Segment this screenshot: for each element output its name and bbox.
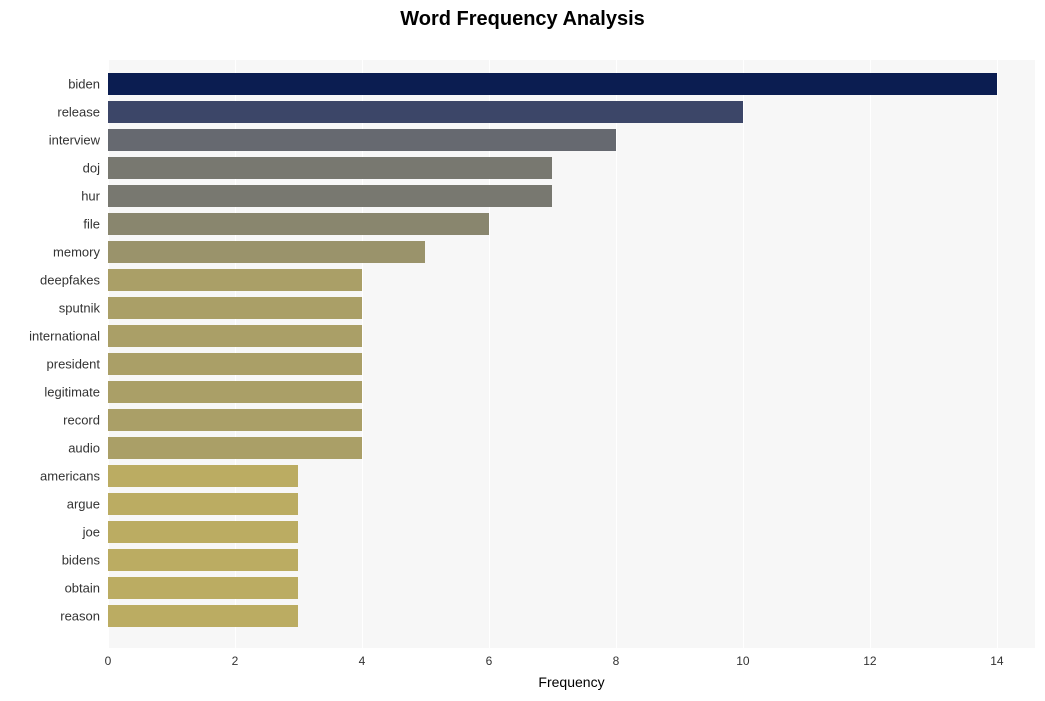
y-tick: international bbox=[0, 329, 100, 344]
chart-title: Word Frequency Analysis bbox=[0, 8, 1045, 31]
x-axis-label: Frequency bbox=[538, 674, 604, 690]
y-tick: obtain bbox=[0, 581, 100, 596]
y-tick: joe bbox=[0, 525, 100, 540]
bar bbox=[108, 185, 552, 207]
x-tick: 12 bbox=[863, 654, 876, 668]
y-tick: interview bbox=[0, 133, 100, 148]
plot-area bbox=[108, 60, 1035, 648]
bar bbox=[108, 129, 616, 151]
y-tick: doj bbox=[0, 161, 100, 176]
word-frequency-chart: Word Frequency Analysis Frequency 0 2 4 6 8 1… bbox=[0, 0, 1045, 701]
y-tick: legitimate bbox=[0, 385, 100, 400]
bar bbox=[108, 493, 298, 515]
y-tick: president bbox=[0, 357, 100, 372]
x-tick: 14 bbox=[990, 654, 1003, 668]
bar bbox=[108, 437, 362, 459]
y-tick: hur bbox=[0, 189, 100, 204]
bar bbox=[108, 521, 298, 543]
y-tick: memory bbox=[0, 245, 100, 260]
gridline bbox=[870, 60, 871, 648]
y-tick: deepfakes bbox=[0, 273, 100, 288]
bar bbox=[108, 465, 298, 487]
y-tick: reason bbox=[0, 609, 100, 624]
bar bbox=[108, 409, 362, 431]
x-tick: 6 bbox=[486, 654, 493, 668]
bar bbox=[108, 549, 298, 571]
bar bbox=[108, 241, 425, 263]
bar bbox=[108, 325, 362, 347]
y-tick: sputnik bbox=[0, 301, 100, 316]
gridline bbox=[997, 60, 998, 648]
y-tick: argue bbox=[0, 497, 100, 512]
bar bbox=[108, 605, 298, 627]
bar bbox=[108, 213, 489, 235]
gridline bbox=[616, 60, 617, 648]
y-tick: file bbox=[0, 217, 100, 232]
y-tick: audio bbox=[0, 441, 100, 456]
bar bbox=[108, 353, 362, 375]
x-tick: 2 bbox=[232, 654, 239, 668]
bar bbox=[108, 157, 552, 179]
y-tick: record bbox=[0, 413, 100, 428]
x-tick: 0 bbox=[105, 654, 112, 668]
bar bbox=[108, 73, 997, 95]
bar bbox=[108, 381, 362, 403]
x-tick: 10 bbox=[736, 654, 749, 668]
y-tick: bidens bbox=[0, 553, 100, 568]
bar bbox=[108, 297, 362, 319]
bar bbox=[108, 269, 362, 291]
x-tick: 8 bbox=[613, 654, 620, 668]
y-tick: release bbox=[0, 105, 100, 120]
bar bbox=[108, 577, 298, 599]
x-tick: 4 bbox=[359, 654, 366, 668]
y-tick: biden bbox=[0, 77, 100, 92]
bar bbox=[108, 101, 743, 123]
y-tick: americans bbox=[0, 469, 100, 484]
gridline bbox=[743, 60, 744, 648]
